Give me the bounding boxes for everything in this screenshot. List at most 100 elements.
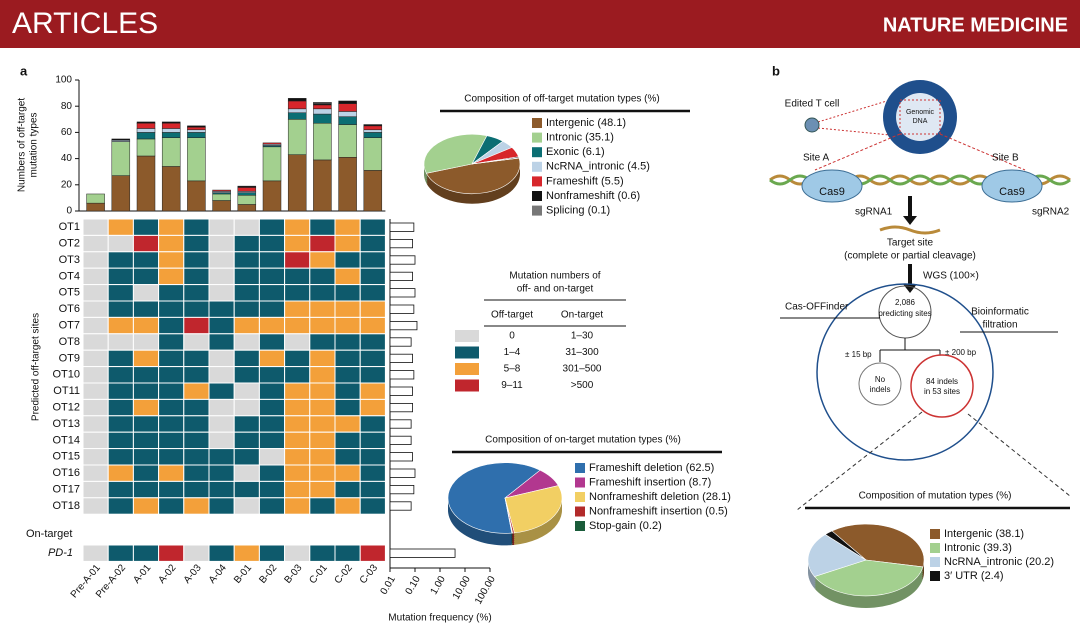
bar-segment xyxy=(262,146,282,182)
connector xyxy=(817,99,891,123)
heatmap-cell xyxy=(107,448,134,466)
bar-segment xyxy=(237,204,257,212)
heatmap-cell xyxy=(132,284,160,302)
row-label: OT4 xyxy=(59,270,80,282)
heatmap-cell xyxy=(359,497,386,515)
bar xyxy=(389,337,412,347)
heatmap-cell xyxy=(309,544,336,562)
row-label: OT5 xyxy=(59,287,80,299)
bar-segment xyxy=(187,137,206,182)
heatmap-cell xyxy=(284,382,311,400)
heatmap-cell xyxy=(132,415,160,433)
heatmap-cell xyxy=(258,349,286,368)
panel-label: a xyxy=(20,63,28,78)
legend-label: 3′ UTR (2.4) xyxy=(944,570,1004,582)
heatmap-cell xyxy=(82,234,109,253)
heatmap-cell xyxy=(208,284,235,302)
heatmap-cell xyxy=(284,218,311,236)
heatmap-cell xyxy=(258,480,286,499)
bar-segment xyxy=(262,142,282,145)
heatmap-cell xyxy=(183,333,210,351)
label: sgRNA2 xyxy=(1032,207,1070,218)
heatmap-cell xyxy=(258,234,286,253)
bar xyxy=(389,222,415,232)
legend-header: Off-target xyxy=(491,310,533,321)
bar xyxy=(389,452,413,462)
pie-slice xyxy=(447,462,541,534)
zoom-line xyxy=(967,413,1071,497)
heatmap-cell xyxy=(309,480,336,499)
label: Cas9 xyxy=(819,186,845,198)
pie-slice xyxy=(423,133,488,174)
heatmap-cell xyxy=(258,497,286,515)
heatmap-cell xyxy=(107,349,134,368)
heatmap-cell xyxy=(158,398,185,417)
heatmap-cell xyxy=(158,284,185,302)
heatmap-cell xyxy=(183,544,210,562)
heatmap-cell xyxy=(208,497,235,515)
heatmap-cell xyxy=(359,284,386,302)
y-axis-label: Predicted off-target sites xyxy=(31,313,42,421)
heatmap-cell xyxy=(82,251,109,269)
heatmap-cell xyxy=(183,251,210,269)
heatmap-cell xyxy=(158,251,185,269)
bar-segment xyxy=(363,125,383,131)
heatmap-cell xyxy=(334,218,361,236)
label: indels xyxy=(870,385,891,394)
cas9-icon xyxy=(801,169,863,203)
heatmap-cell xyxy=(284,431,311,450)
legend-swatch xyxy=(532,205,542,216)
heatmap-cell xyxy=(309,464,336,482)
legend-swatch xyxy=(532,176,542,187)
heatmap-cell xyxy=(107,480,134,499)
x-tick-label: B-02 xyxy=(257,562,279,586)
legend-swatch xyxy=(930,529,940,539)
heatmap-cell xyxy=(284,415,311,433)
label: filtration xyxy=(982,320,1017,331)
heatmap-cell xyxy=(233,464,260,482)
x-tick-label: A-01 xyxy=(131,562,153,586)
heatmap-cell xyxy=(233,382,260,400)
heatmap-cell xyxy=(309,366,336,384)
cell-icon xyxy=(804,117,820,133)
heatmap-cell xyxy=(334,300,361,318)
heatmap-cell xyxy=(359,398,386,417)
heatmap-cell xyxy=(82,218,109,236)
heatmap-cell xyxy=(158,544,185,562)
heatmap-cell xyxy=(158,349,185,368)
heatmap-cell xyxy=(334,431,361,450)
heatmap-cell xyxy=(82,267,109,286)
y-tick-label: 100 xyxy=(55,75,72,86)
heatmap-cell xyxy=(132,398,160,417)
heatmap-cell xyxy=(132,316,160,335)
bar-segment xyxy=(338,124,357,158)
bar-segment xyxy=(287,98,307,102)
legend-label: 5–8 xyxy=(504,364,521,375)
legend-label: Splicing (0.1) xyxy=(546,205,610,217)
heatmap-cell xyxy=(208,464,235,482)
y-tick-label: 20 xyxy=(61,179,73,190)
pie-slice xyxy=(813,559,924,597)
heatmap-cell xyxy=(359,316,386,335)
heatmap-cell xyxy=(208,300,235,318)
legend-label: 31–300 xyxy=(565,347,599,358)
x-tick-label: 0.01 xyxy=(379,574,398,597)
heatmap-cell xyxy=(132,349,160,368)
x-tick-label: A-02 xyxy=(157,562,179,586)
row-label: OT2 xyxy=(59,238,80,250)
heatmap-cell xyxy=(82,398,109,417)
bar xyxy=(389,501,412,511)
heatmap-cell xyxy=(107,431,134,450)
heatmap-cell xyxy=(82,497,109,515)
x-tick-label: 0.10 xyxy=(404,574,423,597)
heatmap-cell xyxy=(132,333,160,351)
bar-segment xyxy=(287,119,307,155)
heatmap-cell xyxy=(284,480,311,499)
heatmap-cell xyxy=(82,300,109,318)
legend-label: Frameshift deletion (62.5) xyxy=(589,462,714,474)
heatmap-cell xyxy=(359,333,386,351)
heatmap-cell xyxy=(208,544,235,562)
bar-segment xyxy=(187,125,206,128)
label: WGS (100×) xyxy=(923,271,979,282)
heatmap-cell xyxy=(107,382,134,400)
